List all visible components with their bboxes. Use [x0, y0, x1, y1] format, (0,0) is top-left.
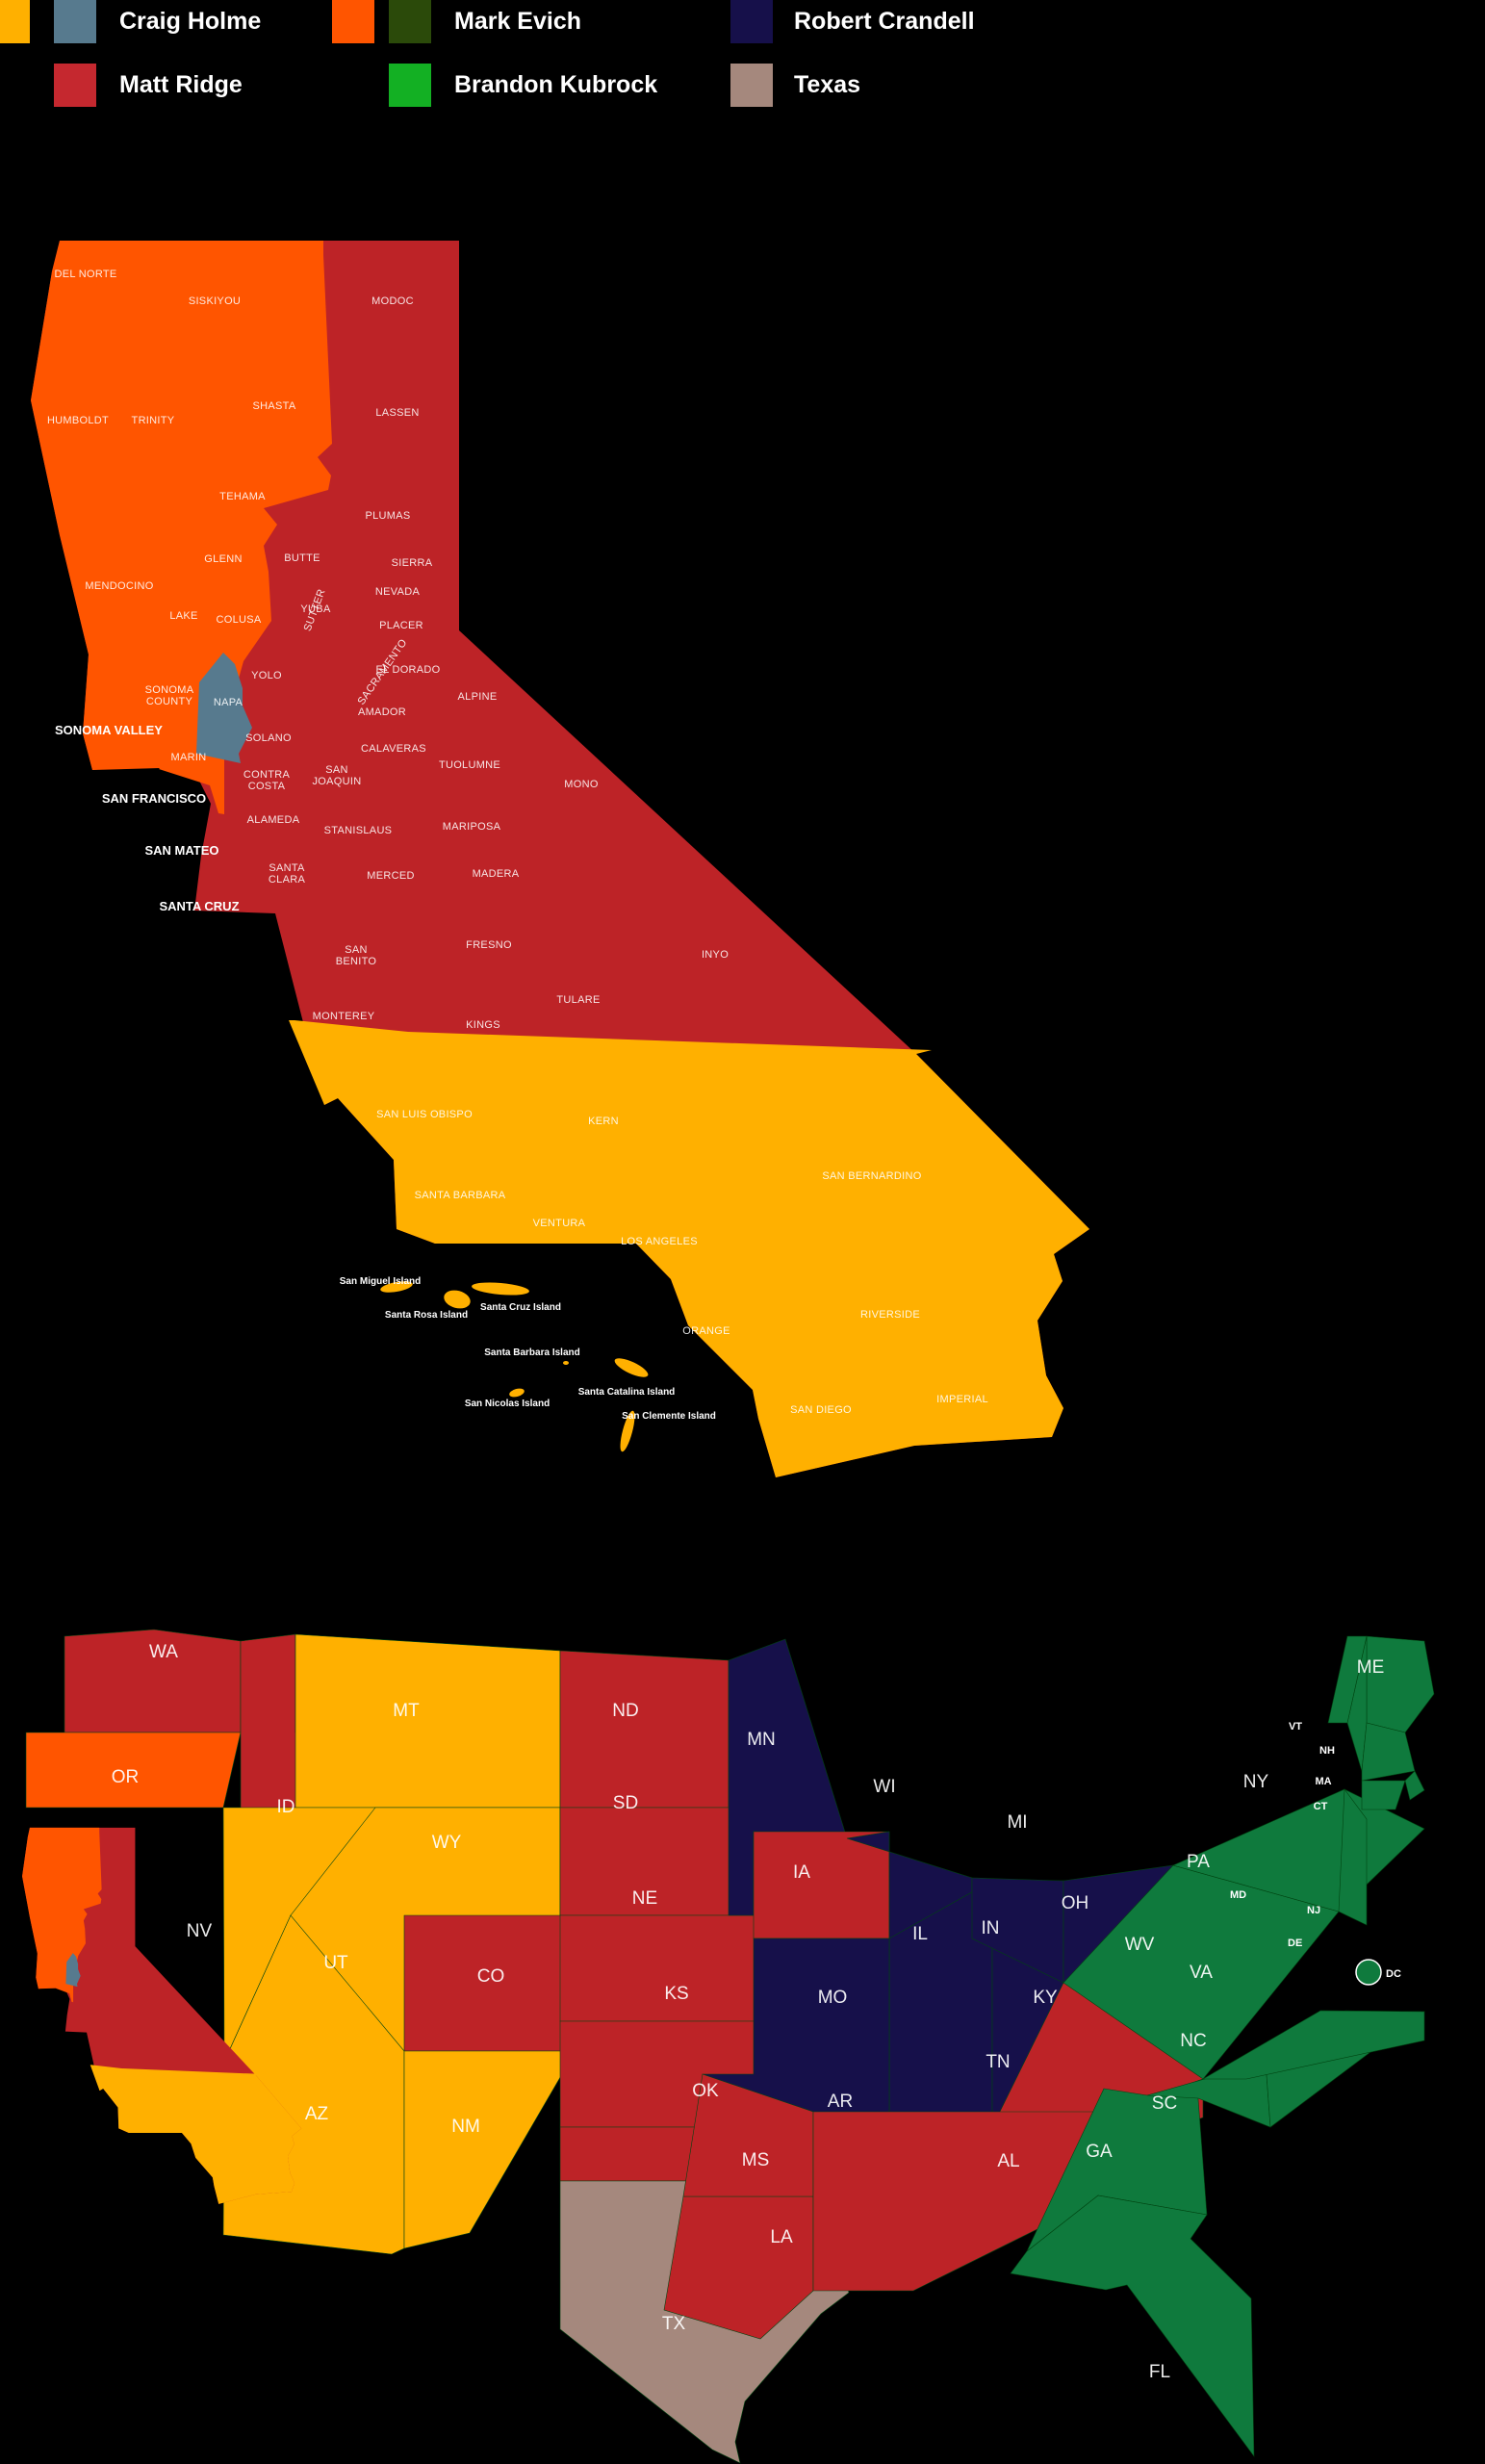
svg-text:CO: CO	[477, 1966, 505, 1987]
svg-text:MI: MI	[1007, 1812, 1027, 1833]
svg-text:FL: FL	[1149, 2362, 1170, 2382]
svg-text:TN: TN	[986, 2052, 1010, 2072]
svg-text:IL: IL	[912, 1924, 928, 1944]
svg-text:ND: ND	[612, 1701, 638, 1721]
svg-text:MT: MT	[393, 1701, 420, 1721]
svg-text:LA: LA	[770, 2227, 793, 2247]
svg-text:OK: OK	[692, 2081, 719, 2101]
svg-text:ME: ME	[1357, 1657, 1385, 1678]
svg-text:MA: MA	[1315, 1776, 1331, 1787]
svg-text:UT: UT	[323, 1953, 348, 1973]
svg-text:MN: MN	[747, 1730, 776, 1750]
svg-text:NC: NC	[1180, 2031, 1206, 2051]
svg-text:ID: ID	[277, 1797, 295, 1817]
svg-text:PA: PA	[1187, 1852, 1210, 1872]
svg-text:MS: MS	[742, 2150, 770, 2170]
svg-text:OH: OH	[1062, 1893, 1089, 1913]
svg-text:AZ: AZ	[305, 2104, 329, 2124]
svg-text:NH: NH	[1319, 1745, 1335, 1757]
svg-text:IN: IN	[982, 1918, 1000, 1938]
svg-text:VT: VT	[1289, 1721, 1302, 1732]
svg-text:WA: WA	[149, 1642, 178, 1662]
svg-text:KY: KY	[1033, 1988, 1058, 2008]
svg-text:SC: SC	[1152, 2093, 1177, 2114]
svg-text:AL: AL	[997, 2151, 1019, 2171]
svg-text:SD: SD	[613, 1793, 638, 1813]
svg-text:OR: OR	[112, 1767, 140, 1787]
svg-text:NM: NM	[451, 2117, 480, 2137]
svg-text:WV: WV	[1125, 1935, 1155, 1955]
svg-text:WI: WI	[873, 1777, 895, 1797]
svg-text:NE: NE	[632, 1888, 657, 1909]
svg-text:DE: DE	[1288, 1938, 1302, 1949]
svg-text:KS: KS	[664, 1984, 688, 2004]
svg-text:VA: VA	[1190, 1963, 1213, 1983]
svg-text:NY: NY	[1243, 1772, 1269, 1792]
svg-text:TX: TX	[662, 2314, 686, 2334]
svg-text:WY: WY	[432, 1833, 462, 1853]
svg-text:AR: AR	[828, 2092, 853, 2112]
svg-text:NV: NV	[187, 1921, 213, 1941]
svg-text:MO: MO	[818, 1988, 848, 2008]
svg-text:MD: MD	[1230, 1889, 1246, 1901]
svg-text:GA: GA	[1086, 2142, 1113, 2162]
svg-text:IA: IA	[793, 1862, 810, 1883]
svg-text:CT: CT	[1314, 1801, 1328, 1812]
svg-text:NJ: NJ	[1307, 1905, 1320, 1916]
svg-text:DC: DC	[1386, 1968, 1401, 1980]
